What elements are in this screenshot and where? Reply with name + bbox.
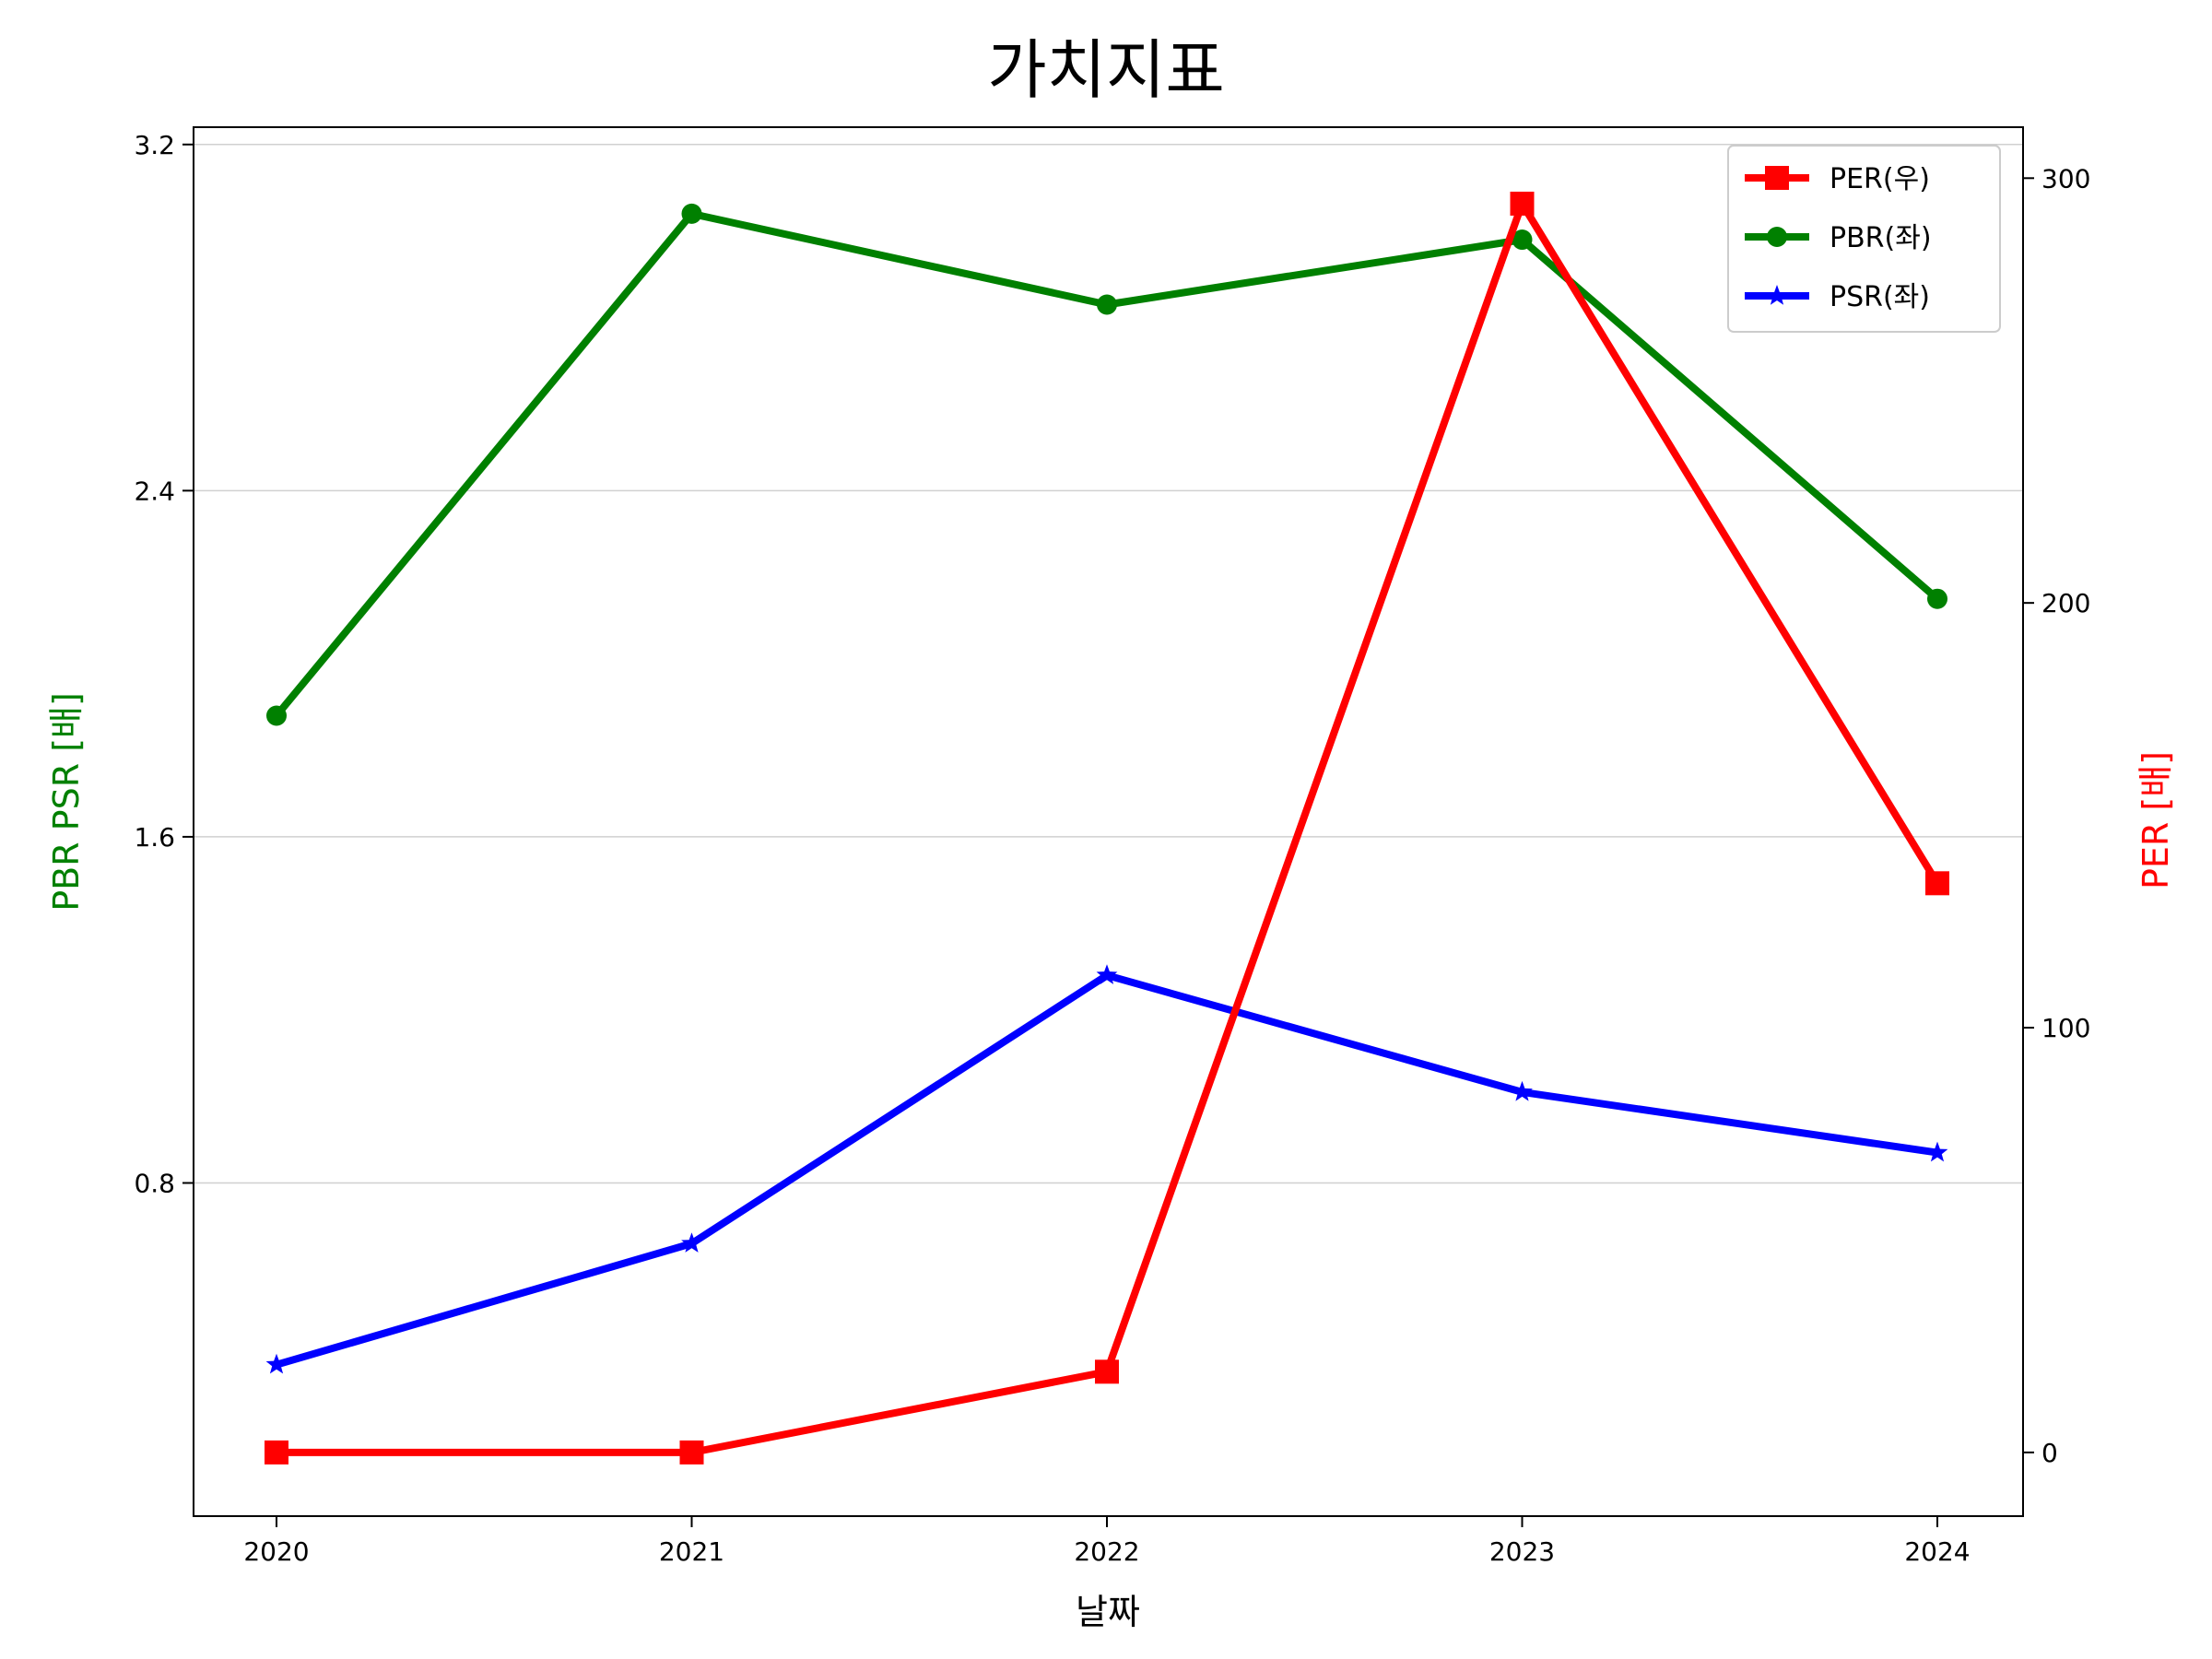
data-point xyxy=(265,1440,288,1465)
data-point xyxy=(1097,294,1117,315)
data-point xyxy=(679,1440,704,1465)
data-point xyxy=(1512,229,1533,251)
data-point xyxy=(1510,191,1535,216)
left-y-tick-label: 2.4 xyxy=(134,476,175,506)
left-y-axis: 0.8 1.6 2.4 3.2 xyxy=(134,130,194,1199)
data-point xyxy=(1926,1141,1948,1162)
x-tick-label: 2023 xyxy=(1489,1536,1555,1567)
legend-item: PER(우) xyxy=(1745,163,1930,195)
legend: PER(우) PBR(좌) PSR(좌) xyxy=(1727,145,2001,333)
legend-marker xyxy=(1766,285,1788,305)
right-y-tick-label: 100 xyxy=(2041,1013,2090,1043)
right-y-axis: 0 100 200 300 xyxy=(2023,163,2090,1468)
x-tick-label: 2020 xyxy=(243,1536,309,1567)
right-y-tick-label: 0 xyxy=(2041,1438,2058,1468)
left-y-axis-title: PBR PSR [배] xyxy=(46,692,87,912)
grid xyxy=(194,144,2023,1184)
right-y-axis-title: PER [배] xyxy=(2136,751,2176,889)
series-PER(우) xyxy=(265,191,1949,1465)
x-tick-label: 2024 xyxy=(1904,1536,1970,1567)
x-tick-label: 2021 xyxy=(659,1536,724,1567)
data-point xyxy=(1927,588,1947,609)
data-point xyxy=(681,203,702,224)
left-y-tick-label: 3.2 xyxy=(134,130,175,160)
left-y-tick-label: 1.6 xyxy=(134,822,175,853)
left-y-tick-label: 0.8 xyxy=(134,1169,175,1199)
data-point xyxy=(266,705,287,726)
data-point xyxy=(1095,1359,1119,1384)
x-axis: 2020 2021 2022 2023 2024 xyxy=(243,1516,1971,1567)
legend-item: PBR(좌) xyxy=(1745,222,1932,254)
legend-marker xyxy=(1765,166,1789,190)
legend-box xyxy=(1727,145,2001,333)
series-PSR(좌) xyxy=(265,964,1948,1374)
x-tick-label: 2022 xyxy=(1074,1536,1139,1567)
legend-label: PSR(좌) xyxy=(1830,281,1930,313)
legend-label: PBR(좌) xyxy=(1830,222,1932,254)
data-point xyxy=(265,1353,288,1374)
plot-frame xyxy=(193,126,2024,1517)
legend-item: PSR(좌) xyxy=(1745,281,1930,313)
right-y-tick-label: 200 xyxy=(2041,588,2090,618)
data-point xyxy=(1096,964,1118,984)
data-point xyxy=(1512,1080,1533,1101)
data-point xyxy=(681,1232,702,1253)
x-axis-title: 날짜 xyxy=(1076,1592,1140,1632)
chart-title: 가치지표 xyxy=(987,32,1225,108)
legend-marker xyxy=(1767,227,1787,247)
series-layer xyxy=(265,191,1949,1465)
series-PBR(좌) xyxy=(266,203,1947,726)
data-point xyxy=(1925,871,1949,896)
right-y-tick-label: 300 xyxy=(2041,163,2090,194)
legend-label: PER(우) xyxy=(1830,163,1930,195)
